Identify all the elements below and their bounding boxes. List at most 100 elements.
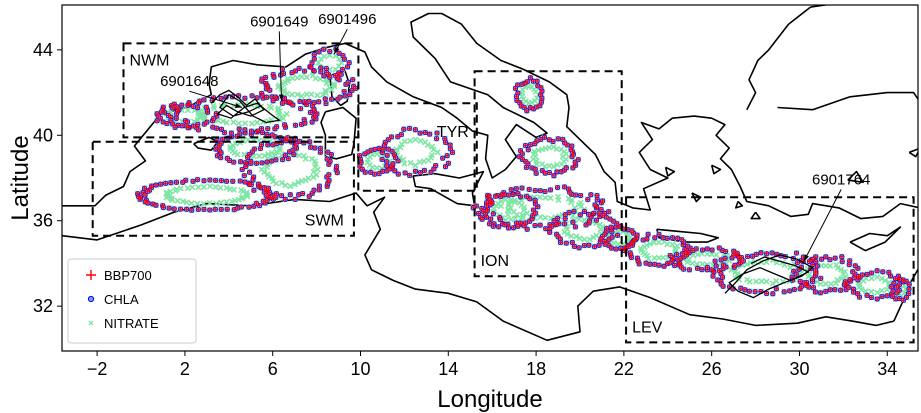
nitrate-point [542,194,549,201]
bbp700-point [847,277,853,283]
bbp700-point [282,196,288,202]
bbp700-point [627,250,633,256]
bbp700-point [546,137,552,143]
bbp700-point [602,241,608,247]
bbp700-point [578,193,584,199]
bbp700-point [515,223,521,229]
nitrate-point [308,91,315,98]
bbp700-point [329,96,335,102]
bbp700-point [148,185,154,191]
bbp700-point [250,177,256,183]
bbp700-point [652,261,658,267]
bbp700-point [879,294,885,300]
bbp700-point [145,188,151,194]
nitrate-point [265,173,273,180]
bbp700-point [335,73,341,79]
bbp700-point [417,170,423,176]
bbp700-point [888,284,894,290]
nitrate-point [833,261,840,268]
bbp700-point [537,188,543,194]
bbp700-point [359,166,365,172]
bbp700-point [282,122,288,128]
nitrate-point [576,235,583,242]
bbp700-point [547,187,553,193]
bbp700-point [672,262,678,268]
coast-line [710,164,722,175]
bbp700-point [179,123,185,129]
bbp700-point [548,223,554,229]
bbp700-point [563,240,569,246]
region-box-nwm [122,42,360,139]
bbp700-point [606,209,612,215]
coast-line [735,200,744,209]
bbp700-point [401,126,407,132]
bbp700-point [738,259,744,265]
bbp700-point [596,210,602,216]
bbp700-point [518,103,524,109]
bbp700-point [301,99,307,105]
bbp700-point [323,66,329,72]
float-label-6901648: 6901648 [160,73,218,90]
bbp700-point [412,127,418,133]
legend-label-chla: CHLA [104,292,139,307]
region-label-nwm: NWM [130,52,170,69]
bbp700-point [715,277,721,283]
bbp700-point [512,85,518,91]
bbp700-point [259,78,265,84]
bbp700-point [308,64,314,70]
bbp700-point [316,99,322,105]
bbp700-point [852,271,858,277]
bbp700-point [347,92,353,98]
nitrate-point [268,149,275,157]
bbp700-point [664,235,670,241]
nitrate-point [550,163,557,170]
bbp700-point [558,169,564,175]
bbp700-point [160,204,166,210]
bbp700-point [407,172,413,178]
bbp700-point [535,83,541,89]
nitrate-point [817,280,824,288]
bbp700-point [475,210,481,216]
bbp700-point [382,139,388,145]
bbp700-point [211,115,217,121]
bbp700-point [201,206,207,212]
bbp700-point [484,203,490,209]
nitrate-point [577,199,584,206]
bbp700-point [581,242,587,248]
bbp700-point [311,187,317,193]
bbp700-point [533,210,539,216]
bbp700-point [519,81,525,87]
bbp700-point [203,104,209,110]
bbp700-point [302,68,308,74]
bbp700-point [711,269,717,275]
bbp700-point [683,250,689,256]
x-axis-ticks: −2 2 6 10 14 18 22 26 30 34 [87,351,897,379]
bbp700-point [302,120,308,126]
bbp700-point [519,156,525,162]
bbp700-point [897,296,903,302]
nitrate-point [699,261,706,268]
bbp700-point [251,174,257,180]
bbp700-point [168,103,174,109]
nitrate-point [655,239,663,246]
bbp700-point [385,146,391,152]
bbp700-point [470,205,476,211]
nitrate-point [223,119,230,126]
bbp700-point [555,215,561,221]
region-box-swm [91,140,355,237]
bbp700-point [254,160,260,166]
bbp700-point [681,254,687,260]
bbp700-point [300,191,306,197]
bbp700-point [296,192,302,198]
bbp700-point [720,274,726,280]
nitrate-point [331,83,338,90]
bbp700-point [693,246,699,252]
bbp700-point [542,134,548,140]
bbp700-point [555,184,561,190]
nitrate-point [505,206,512,213]
bbp700-point [327,74,333,80]
bbp700-point [270,98,276,104]
nitrate-point [542,214,549,221]
bbp700-point [267,189,273,195]
bbp700-point [238,204,244,210]
